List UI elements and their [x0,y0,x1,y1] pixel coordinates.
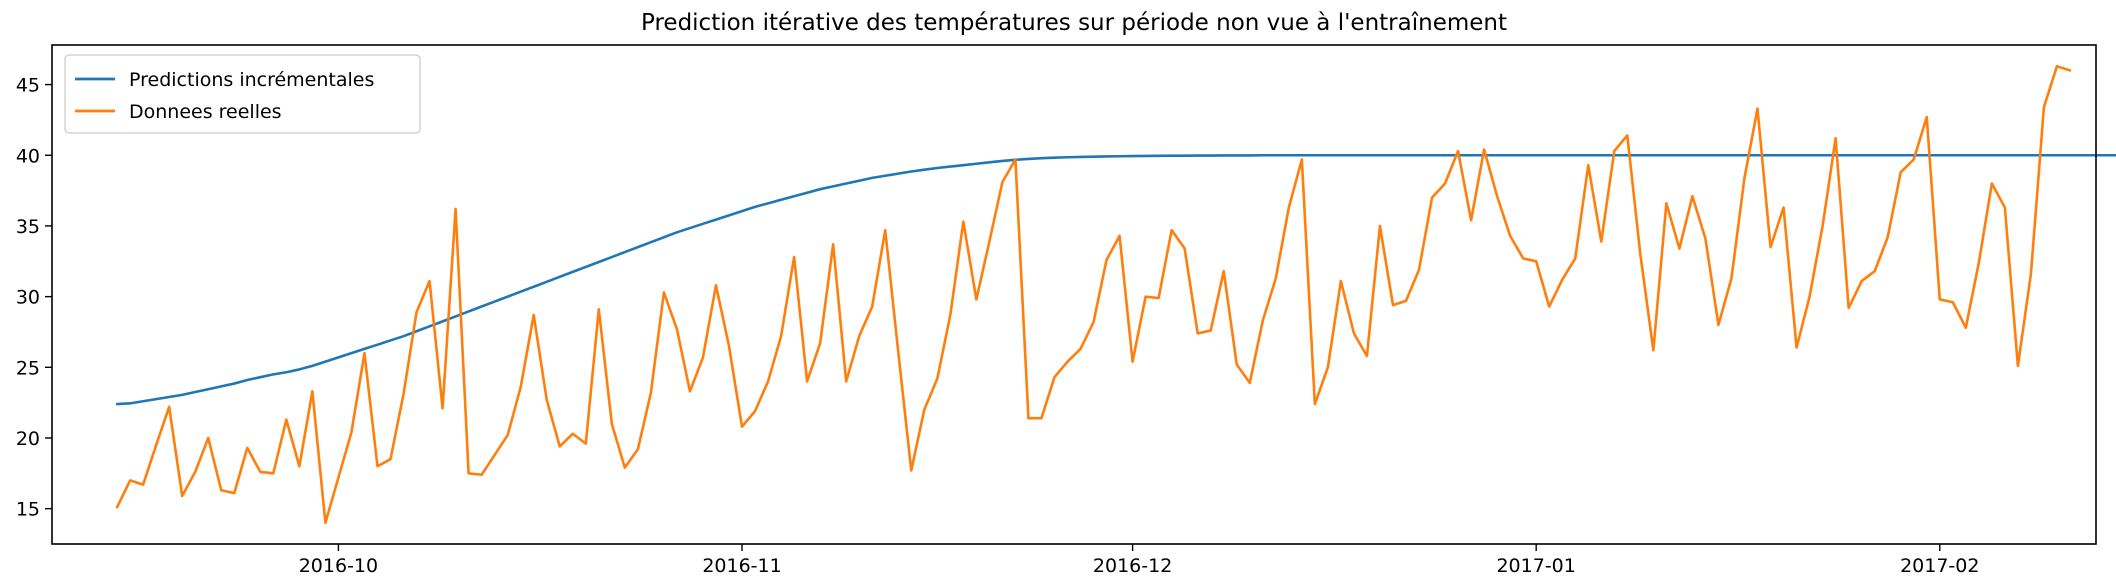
y-tick-label: 35 [16,216,40,238]
y-tick-label: 25 [16,357,40,379]
y-tick-label: 40 [16,145,40,167]
y-tick-label: 30 [16,287,40,309]
y-tick-label: 45 [16,75,40,97]
chart-title: Prediction itérative des températures su… [641,10,1507,36]
x-axis: 2016-10 2016-11 2016-12 2017-01 2017-02 [299,544,1979,577]
series-line-2 [115,64,2072,525]
plot-frame [51,44,2097,545]
legend-label: Predictions incrémentales [129,69,374,91]
x-tick-label: 2016-10 [299,555,378,577]
x-tick-label: 2017-01 [1496,555,1575,577]
y-tick-label: 20 [16,428,40,450]
legend-box [64,54,421,134]
legend-label: Donnees reelles [129,101,282,123]
series-line-1 [115,153,2116,406]
x-tick-label: 2017-02 [1900,555,1979,577]
x-tick-label: 2016-11 [702,555,781,577]
y-tick-label: 15 [16,499,40,521]
series-layer [115,64,2116,525]
legend: Predictions incrémentales Donnees reelles [64,54,421,134]
x-tick-label: 2016-12 [1093,555,1172,577]
y-axis: 15 20 25 30 35 40 45 [16,75,52,521]
